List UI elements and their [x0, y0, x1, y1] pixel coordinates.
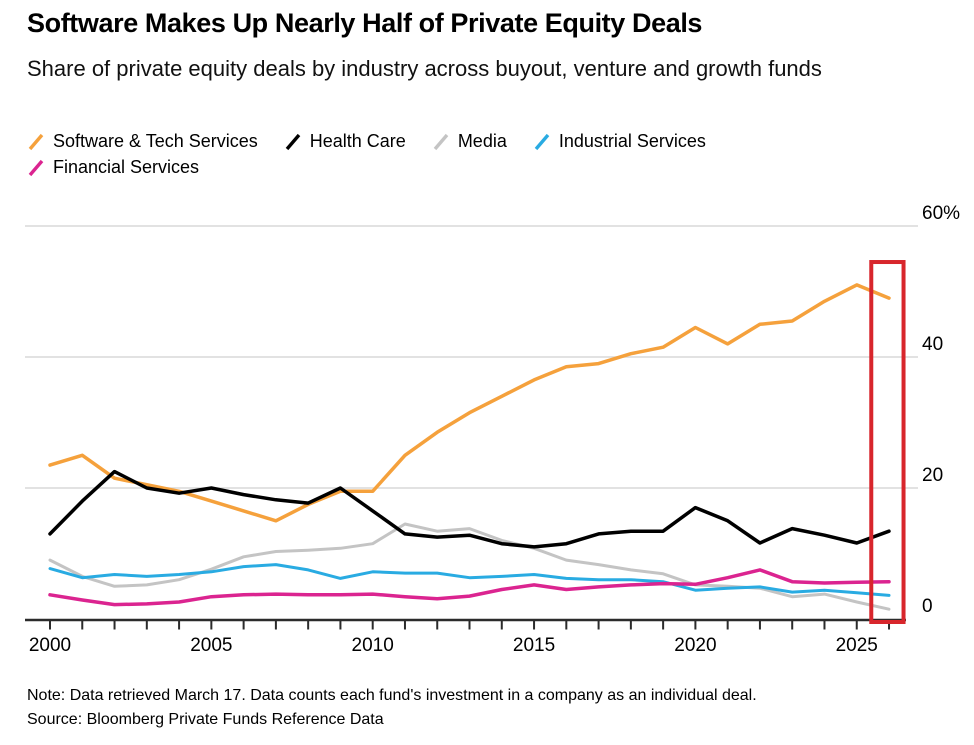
x-axis-tick-label: 2000	[29, 635, 71, 656]
y-axis-tick-label: 20	[922, 465, 943, 486]
x-axis-tick-label: 2010	[352, 635, 394, 656]
legend-row: Financial Services	[27, 157, 927, 178]
series-line-health-care	[48, 469, 891, 549]
highlight-box	[869, 260, 906, 625]
legend-item: Financial Services	[27, 157, 199, 178]
legend-marker-icon	[534, 133, 550, 150]
x-axis-tick-label: 2005	[190, 635, 232, 656]
chart-note: Note: Data retrieved March 17. Data coun…	[27, 687, 757, 704]
series-line-software-tech-services	[48, 283, 891, 523]
y-axis-tick-label: 60%	[922, 203, 960, 224]
y-axis-tick-label: 0	[922, 596, 933, 617]
legend-item: Industrial Services	[533, 131, 706, 152]
legend-marker-icon	[28, 159, 44, 176]
x-axis-tick-label: 2025	[836, 635, 878, 656]
legend-label: Software & Tech Services	[53, 131, 258, 151]
chart-subtitle: Share of private equity deals by industr…	[27, 56, 822, 81]
page-title: Software Makes Up Nearly Half of Private…	[27, 8, 703, 38]
legend-item: Software & Tech Services	[27, 131, 258, 152]
chart-source: Source: Bloomberg Private Funds Referenc…	[27, 711, 384, 728]
chart-legend: Software & Tech Services Health Care Media…	[27, 131, 927, 178]
legend-label: Financial Services	[53, 157, 200, 177]
legend-label: Health Care	[309, 131, 406, 151]
legend-label: Industrial Services	[558, 131, 706, 151]
x-axis-tick-label: 2020	[674, 635, 716, 656]
legend-marker-icon	[285, 133, 301, 150]
legend-row: Software & Tech Services Health Care Media…	[27, 131, 927, 152]
line-chart-svg: 0 20 40 60% 2000 2005 2010 2015 2020 2025	[25, 203, 960, 656]
x-axis-tick-label: 2015	[513, 635, 555, 656]
legend-item: Media	[432, 131, 507, 152]
legend-label: Media	[457, 131, 507, 151]
legend-item: Health Care	[284, 131, 406, 152]
line-chart: 0 20 40 60% 2000 2005 2010 2015 2020 2025	[0, 195, 974, 665]
y-axis-tick-label: 40	[922, 334, 943, 355]
legend-marker-icon	[433, 133, 449, 150]
series-line-industrial-services	[48, 563, 891, 597]
legend-marker-icon	[28, 133, 44, 150]
series-line-financial-services	[48, 568, 891, 607]
